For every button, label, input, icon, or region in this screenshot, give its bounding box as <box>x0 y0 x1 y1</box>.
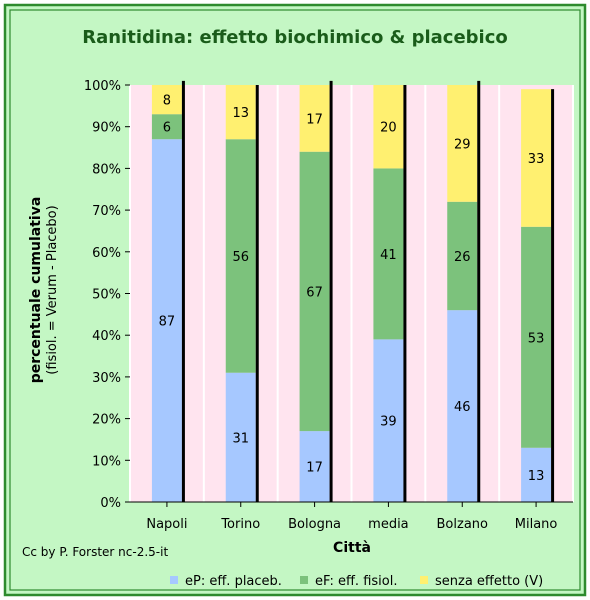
y-tick-label: 100% <box>84 79 121 94</box>
bar-segment <box>151 114 182 140</box>
plot-area: 0% 10% 20% 30% 40% 50% 60% 70% 80% 90% 100% 87 6 8 31… <box>84 79 574 532</box>
data-label: 17 <box>306 112 323 127</box>
data-label: 33 <box>528 152 545 167</box>
x-axis-title: Città <box>333 540 371 556</box>
bar-segment <box>299 431 330 502</box>
y-tick-label: 30% <box>92 371 121 386</box>
bar-segment <box>373 339 404 502</box>
y-tick-label: 40% <box>92 329 121 344</box>
data-label: 56 <box>232 250 249 265</box>
legend-label: eP: eff. placeb. <box>185 574 282 589</box>
y-axis-subtitle: (fisiol. = Verum - Placebo) <box>45 205 60 374</box>
bar-segment <box>447 201 478 311</box>
data-label: 20 <box>380 121 397 136</box>
credit-text: Cc by P. Forster nc-2.5-it <box>22 545 168 559</box>
x-tick-label: media <box>368 517 409 532</box>
y-tick-label: 10% <box>92 454 121 469</box>
data-label: 39 <box>380 415 397 430</box>
x-axis-ticks: Napoli Torino Bologna media Bolzano Milano <box>146 502 557 532</box>
y-tick-label: 0% <box>100 496 121 511</box>
legend-swatch <box>420 576 428 584</box>
y-axis-ticks: 0% 10% 20% 30% 40% 50% 60% 70% 80% 90% 100% <box>84 79 130 511</box>
y-tick-label: 20% <box>92 413 121 428</box>
legend-label: senza effetto (V) <box>435 574 543 589</box>
bar-segment <box>447 310 478 502</box>
bar-segment <box>373 85 404 169</box>
data-label: 53 <box>528 331 545 346</box>
bar-segment <box>225 372 256 502</box>
plot-stripes <box>129 85 574 502</box>
x-tick-label: Bologna <box>288 517 341 532</box>
chart-panel-inner-border <box>9 9 581 591</box>
bar-segment <box>521 89 552 227</box>
x-tick-label: Napoli <box>146 517 187 532</box>
data-label: 67 <box>306 285 323 300</box>
y-tick-label: 80% <box>92 162 121 177</box>
y-tick-label: 90% <box>92 121 121 136</box>
chart-title: Ranitidina: effetto biochimico & placebi… <box>82 27 508 48</box>
data-label: 41 <box>380 248 397 263</box>
legend-swatch <box>170 576 178 584</box>
legend: eP: eff. placeb. eF: eff. fisiol. senza ef… <box>170 574 543 589</box>
bar-segment <box>521 447 552 502</box>
data-label: 8 <box>163 94 171 109</box>
bars: 87 6 8 31 56 13 17 67 17 39 41 20 46 26 29 13 53 33 <box>151 80 555 502</box>
data-label: 29 <box>454 137 471 152</box>
bar-segment <box>299 151 330 432</box>
bar-segment <box>373 168 404 340</box>
data-label: 6 <box>163 121 171 136</box>
y-tick-label: 70% <box>92 204 121 219</box>
data-label: 46 <box>454 400 471 415</box>
bar-segment <box>151 85 182 115</box>
x-tick-label: Bolzano <box>437 517 489 532</box>
bar-segment <box>447 85 478 202</box>
data-label: 26 <box>454 250 471 265</box>
x-tick-label: Torino <box>220 517 260 532</box>
bar-segment <box>225 139 256 373</box>
data-label: 17 <box>306 461 323 476</box>
bar-segment <box>521 226 552 448</box>
data-label: 13 <box>232 106 249 121</box>
bar-segment <box>151 139 182 502</box>
y-tick-label: 60% <box>92 246 121 261</box>
legend-label: eF: eff. fisiol. <box>315 574 397 589</box>
x-tick-label: Milano <box>515 517 558 532</box>
bar-segment <box>299 85 330 152</box>
data-label: 87 <box>159 315 176 330</box>
data-label: 13 <box>528 469 545 484</box>
y-tick-label: 50% <box>92 288 121 303</box>
bar-segment <box>225 85 256 140</box>
data-label: 31 <box>232 431 249 446</box>
legend-swatch <box>300 576 308 584</box>
y-axis-title: percentuale cumulativa <box>28 197 44 384</box>
